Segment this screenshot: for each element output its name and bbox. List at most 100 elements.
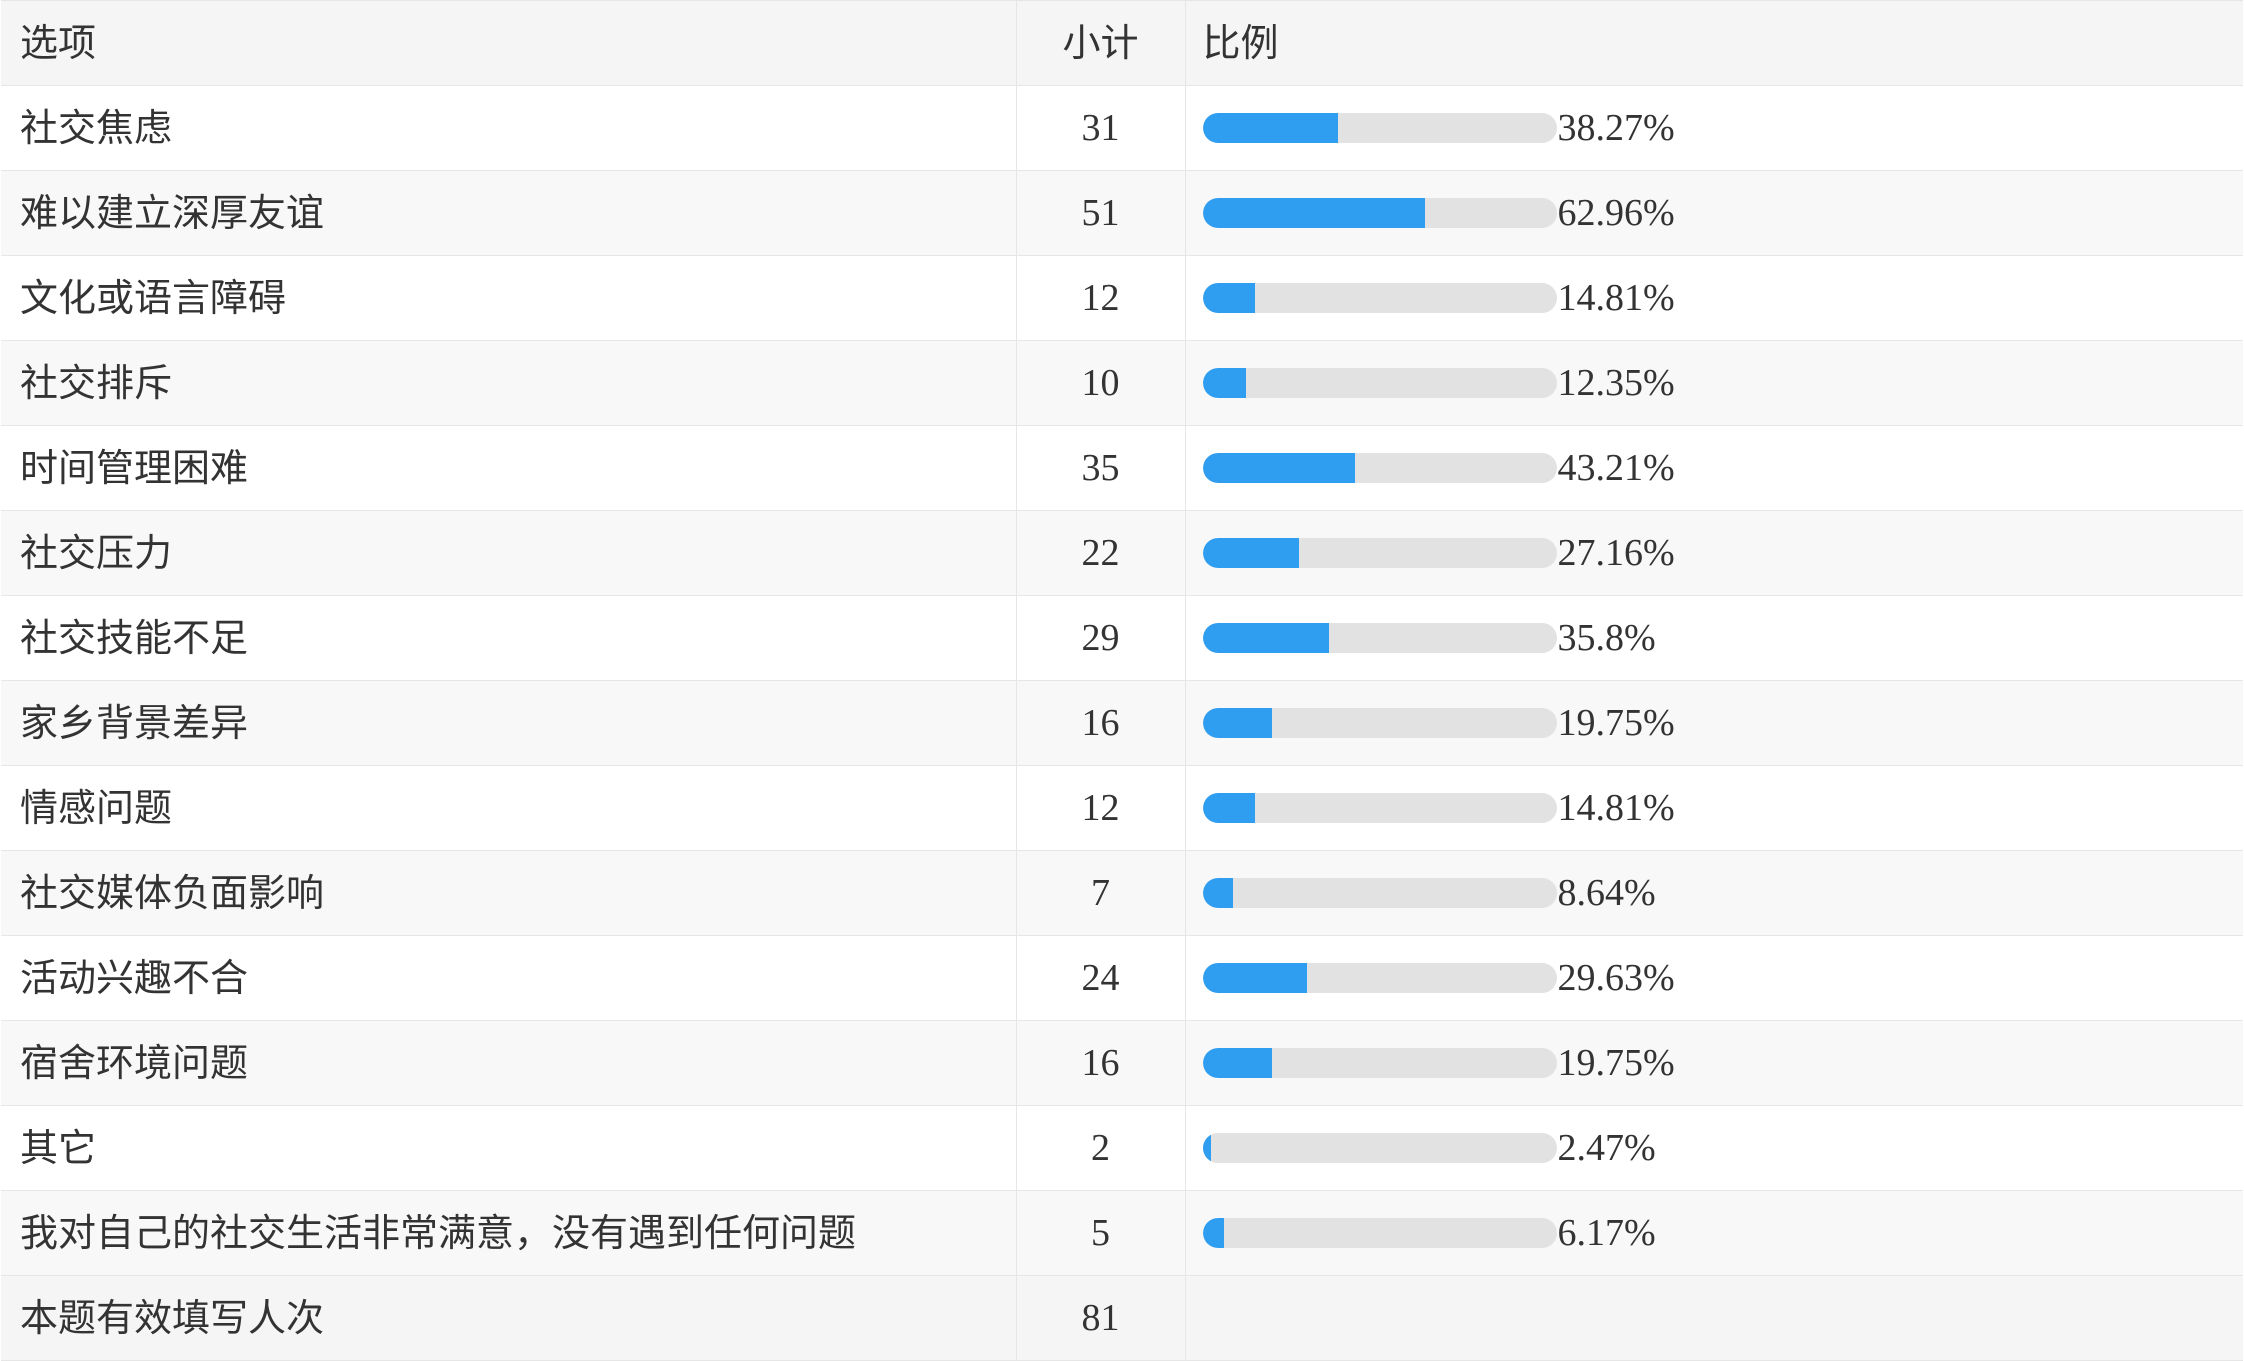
- option-count: 29: [1015, 595, 1186, 681]
- ratio-wrapper: 8.64%: [1202, 872, 2244, 914]
- footer-empty-cell: [1185, 1275, 2243, 1361]
- table-row: 宿舍环境问题 16 19.75%: [1, 1020, 2244, 1106]
- progress-bar-fill: [1202, 1048, 1273, 1078]
- percent-label: 2.47%: [1557, 1127, 1656, 1169]
- table-row: 社交媒体负面影响 7 8.64%: [1, 850, 2244, 936]
- option-count: 12: [1015, 765, 1186, 851]
- option-ratio-cell: 2.47%: [1185, 1105, 2244, 1191]
- percent-label: 19.75%: [1557, 1042, 1675, 1084]
- ratio-wrapper: 29.63%: [1202, 957, 2244, 999]
- option-ratio-cell: 19.75%: [1185, 1020, 2244, 1106]
- footer-count: 81: [1015, 1275, 1186, 1361]
- progress-bar-track: [1202, 113, 1557, 143]
- ratio-wrapper: 38.27%: [1202, 107, 2244, 149]
- progress-bar-track: [1202, 283, 1557, 313]
- progress-bar-track: [1202, 368, 1557, 398]
- table-row: 难以建立深厚友谊 51 62.96%: [1, 170, 2243, 256]
- table-row: 社交排斥 10 12.35%: [1, 340, 2244, 426]
- option-ratio-cell: 27.16%: [1185, 510, 2244, 596]
- ratio-wrapper: 19.75%: [1202, 702, 2244, 744]
- table-row: 情感问题 12 14.81%: [1, 765, 2244, 851]
- option-ratio-cell: 38.27%: [1185, 85, 2244, 171]
- option-ratio-cell: 14.81%: [1185, 255, 2244, 341]
- header-option: 选项: [1, 0, 1016, 86]
- percent-label: 14.81%: [1557, 277, 1675, 319]
- option-label: 活动兴趣不合: [1, 935, 1016, 1021]
- header-count: 小计: [1015, 0, 1186, 86]
- progress-bar-track: [1202, 1048, 1557, 1078]
- option-label: 时间管理困难: [1, 425, 1016, 511]
- ratio-wrapper: 2.47%: [1202, 1127, 2244, 1169]
- progress-bar-fill: [1202, 623, 1330, 653]
- ratio-wrapper: 14.81%: [1202, 277, 2244, 319]
- ratio-wrapper: 35.8%: [1202, 617, 2244, 659]
- ratio-wrapper: 14.81%: [1202, 787, 2244, 829]
- option-count: 10: [1015, 340, 1186, 426]
- percent-label: 12.35%: [1557, 362, 1675, 404]
- option-count: 2: [1015, 1105, 1186, 1191]
- ratio-wrapper: 12.35%: [1202, 362, 2244, 404]
- progress-bar-fill: [1202, 283, 1255, 313]
- ratio-wrapper: 27.16%: [1202, 534, 2244, 572]
- table-row: 社交焦虑 31 38.27%: [1, 85, 2244, 171]
- option-label: 宿舍环境问题: [1, 1020, 1016, 1106]
- option-ratio-cell: 35.8%: [1185, 595, 2244, 681]
- option-label: 社交排斥: [1, 340, 1016, 426]
- option-label: 文化或语言障碍: [1, 255, 1016, 341]
- percent-label: 14.81%: [1557, 787, 1675, 829]
- header-ratio: 比例: [1185, 0, 2243, 86]
- table-row: 社交压力 22 27.16%: [1, 510, 2244, 596]
- table-row: 我对自己的社交生活非常满意，没有遇到任何问题 5 6.17%: [1, 1190, 2244, 1276]
- progress-bar-fill: [1202, 878, 1234, 908]
- percent-label: 19.75%: [1557, 702, 1675, 744]
- option-count: 35: [1015, 425, 1186, 511]
- progress-bar-track: [1202, 1133, 1557, 1163]
- option-ratio-cell: 8.64%: [1185, 850, 2244, 936]
- percent-label: 38.27%: [1557, 107, 1675, 149]
- percent-label: 8.64%: [1557, 872, 1656, 914]
- table-row: 家乡背景差异 16 19.75%: [1, 680, 2244, 766]
- progress-bar-fill: [1202, 963, 1308, 993]
- option-count: 51: [1015, 170, 1186, 256]
- option-ratio-cell: 29.63%: [1185, 935, 2244, 1021]
- option-ratio-cell: 12.35%: [1185, 340, 2244, 426]
- option-ratio-cell: 43.21%: [1185, 425, 2244, 511]
- footer-label: 本题有效填写人次: [1, 1275, 1016, 1361]
- table-header-row: 选项 小计 比例: [1, 0, 2243, 86]
- option-count: 22: [1015, 510, 1186, 596]
- progress-bar-fill: [1202, 1218, 1225, 1248]
- option-label: 我对自己的社交生活非常满意，没有遇到任何问题: [1, 1190, 1016, 1276]
- option-count: 16: [1015, 1020, 1186, 1106]
- option-label: 社交媒体负面影响: [1, 850, 1016, 936]
- progress-bar-track: [1202, 453, 1557, 483]
- option-ratio-cell: 6.17%: [1185, 1190, 2244, 1276]
- option-label: 社交焦虑: [1, 85, 1016, 171]
- option-label: 情感问题: [1, 765, 1016, 851]
- table-row: 社交技能不足 29 35.8%: [1, 595, 2244, 681]
- percent-label: 35.8%: [1557, 617, 1656, 659]
- ratio-wrapper: 6.17%: [1202, 1212, 2244, 1254]
- progress-bar-fill: [1202, 453, 1356, 483]
- ratio-wrapper: 43.21%: [1202, 449, 2244, 487]
- progress-bar-fill: [1202, 368, 1247, 398]
- option-ratio-cell: 19.75%: [1185, 680, 2244, 766]
- progress-bar-track: [1202, 878, 1557, 908]
- progress-bar-track: [1202, 538, 1557, 568]
- progress-bar-fill: [1202, 708, 1273, 738]
- option-count: 12: [1015, 255, 1186, 341]
- progress-bar-track: [1202, 793, 1557, 823]
- option-count: 5: [1015, 1190, 1186, 1276]
- option-count: 31: [1015, 85, 1186, 171]
- progress-bar-track: [1202, 198, 1557, 228]
- table-row: 文化或语言障碍 12 14.81%: [1, 255, 2244, 341]
- percent-label: 62.96%: [1557, 192, 1675, 234]
- progress-bar-fill: [1202, 793, 1255, 823]
- table-row: 活动兴趣不合 24 29.63%: [1, 935, 2244, 1021]
- ratio-wrapper: 19.75%: [1202, 1042, 2244, 1084]
- percent-label: 6.17%: [1557, 1212, 1656, 1254]
- option-count: 16: [1015, 680, 1186, 766]
- percent-label: 29.63%: [1557, 957, 1675, 999]
- progress-bar-fill: [1202, 198, 1426, 228]
- option-count: 24: [1015, 935, 1186, 1021]
